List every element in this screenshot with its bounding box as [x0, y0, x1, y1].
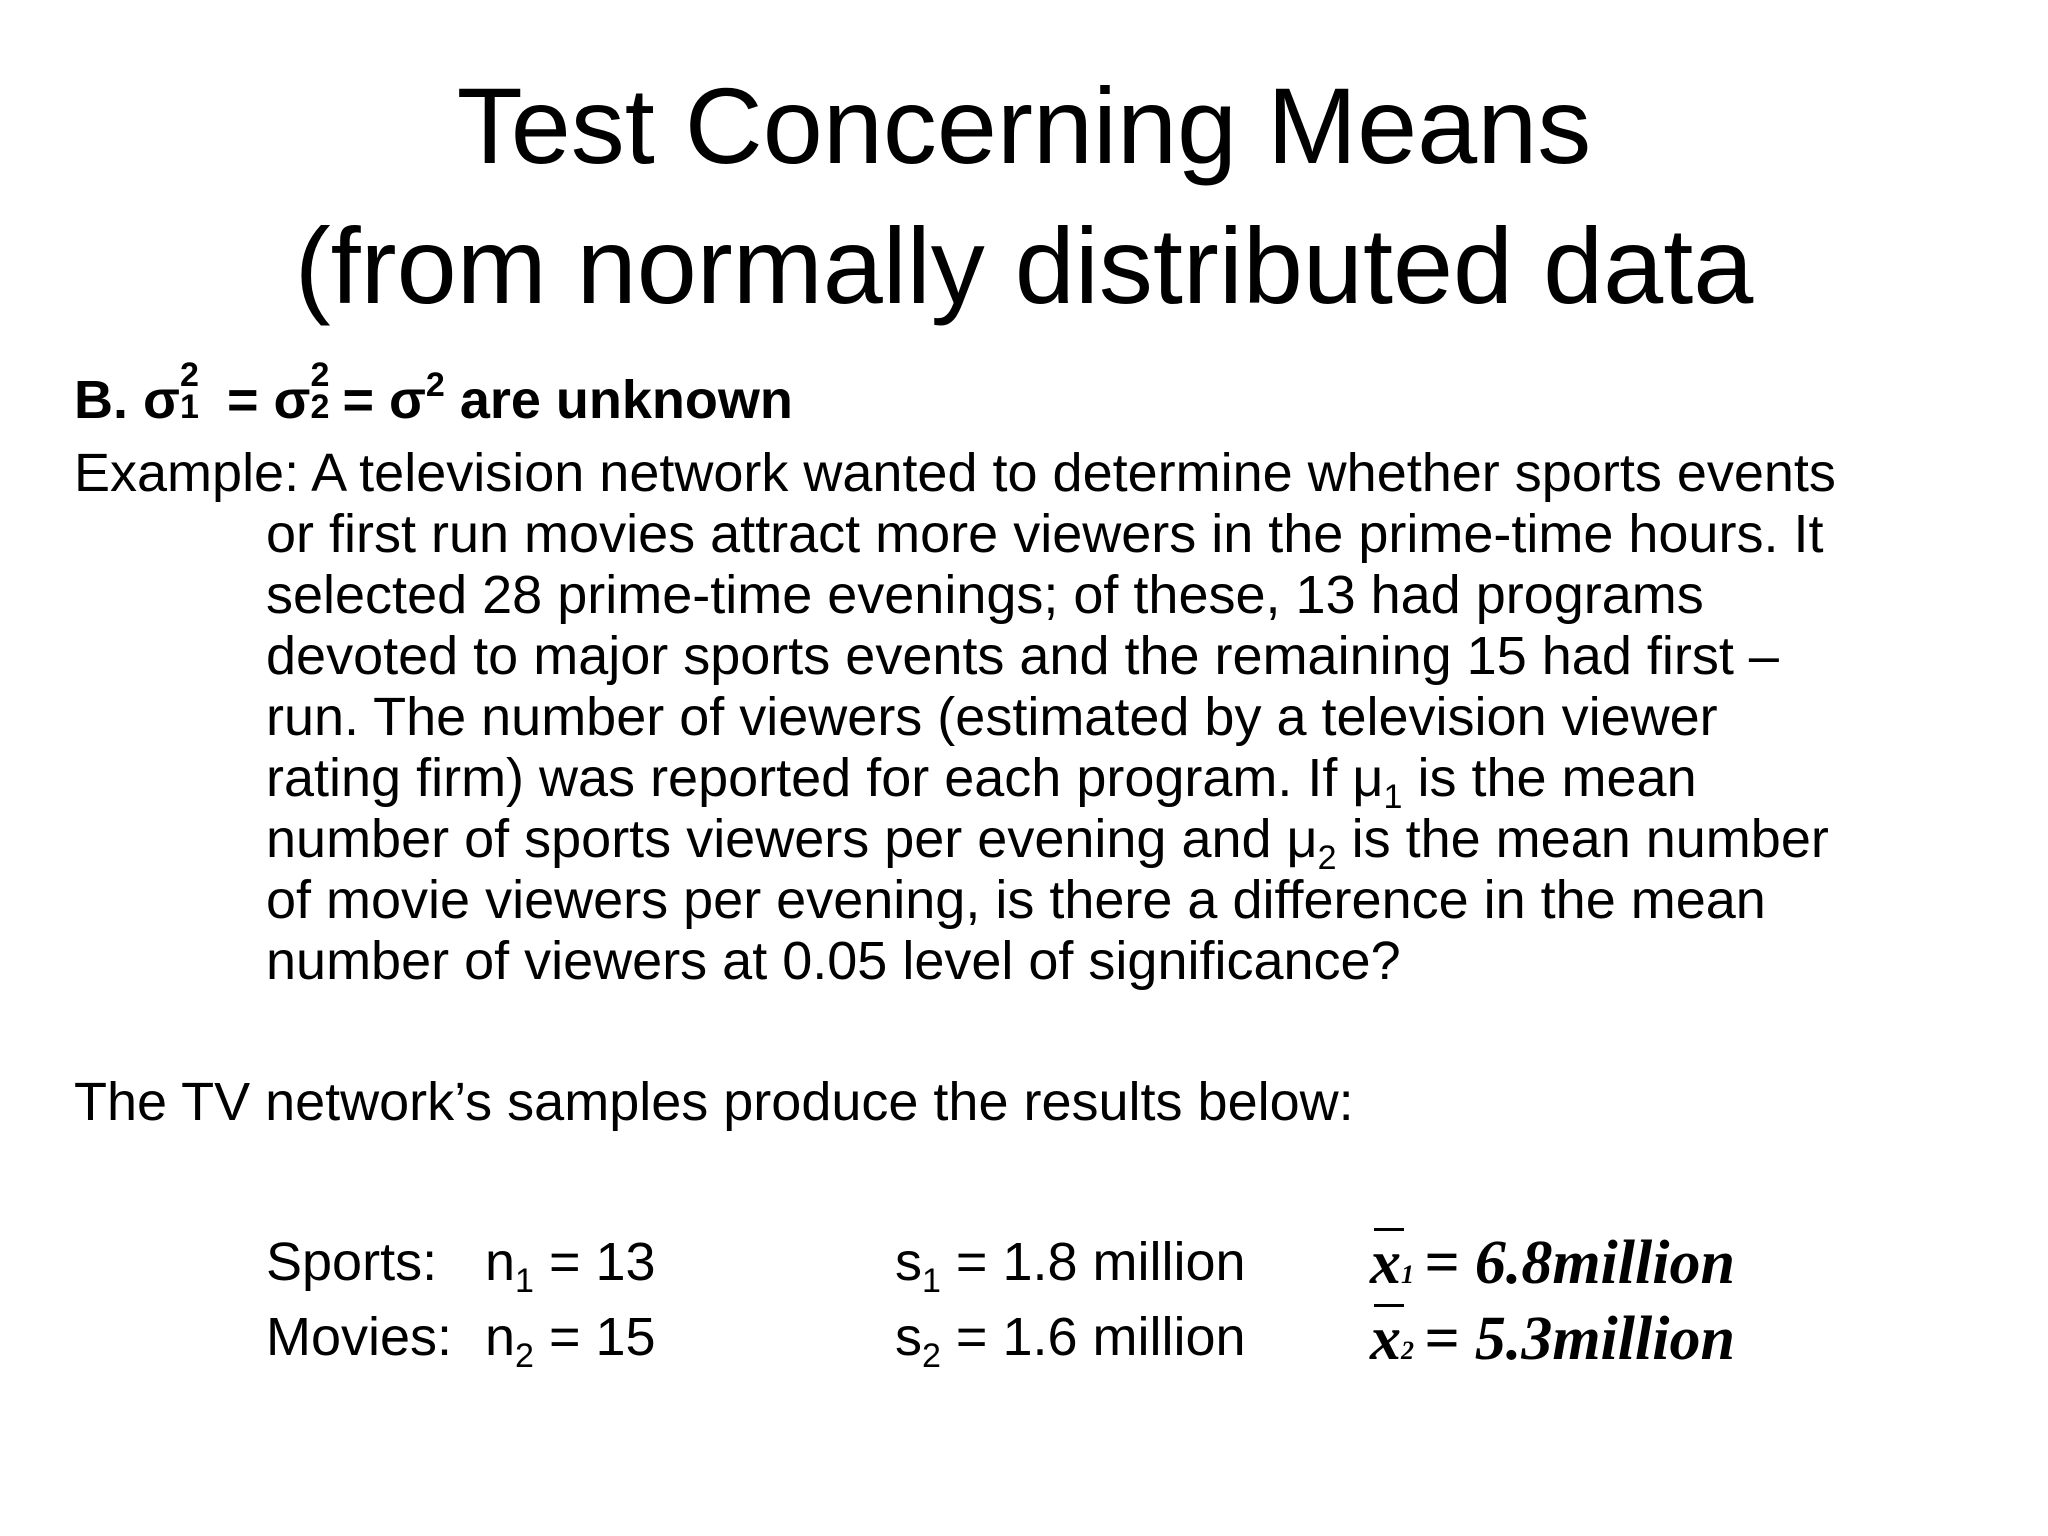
sigma1-superscript: 2 — [179, 356, 199, 394]
heading-equals-1: = σ — [211, 370, 311, 430]
sigma-superscript: 2 — [425, 366, 445, 404]
n1-subscript: 1 — [515, 1262, 534, 1300]
s2-value: = 1.6 million — [940, 1307, 1246, 1367]
xbar2-symbol: x — [1370, 1304, 1404, 1373]
example-line-7: number of sports viewers per evening and… — [266, 809, 1829, 875]
example-line-9: number of viewers at 0.05 level of signi… — [266, 931, 1401, 991]
sigma2-superscript: 2 — [310, 356, 330, 394]
mu2-subscript: 2 — [1317, 839, 1337, 877]
movies-label: Movies: — [266, 1307, 453, 1367]
s2-symbol: s — [895, 1307, 922, 1367]
mu1-subscript: 1 — [1383, 778, 1403, 816]
results-intro: The TV network’s samples produce the res… — [74, 1072, 1354, 1132]
example-line-4: devoted to major sports events and the r… — [266, 626, 1779, 686]
example-line-2: or first run movies attract more viewers… — [266, 504, 1824, 564]
s2-subscript: 2 — [922, 1337, 941, 1375]
movies-sample-size: n2 = 15 — [485, 1307, 656, 1373]
example-line-6-text-b: is the mean — [1402, 748, 1697, 808]
n2-subscript: 2 — [515, 1337, 534, 1375]
example-line-3: selected 28 prime-time evenings; of thes… — [266, 565, 1704, 625]
xbar2-value: = 5.3million — [1424, 1305, 1735, 1373]
sports-sample-size: n1 = 13 — [485, 1232, 656, 1298]
s1-value: = 1.8 million — [940, 1232, 1246, 1292]
sigma2-subscript: 2 — [310, 388, 330, 426]
example-line-8: of movie viewers per evening, is there a… — [266, 870, 1766, 930]
n1-symbol: n — [485, 1232, 516, 1292]
xbar1-subscript: 1 — [1401, 1260, 1414, 1289]
xbar1-symbol: x — [1370, 1228, 1404, 1297]
sports-std-dev: s1 = 1.8 million — [895, 1232, 1246, 1298]
n2-value: = 15 — [533, 1307, 656, 1367]
xbar1-value: = 6.8million — [1424, 1229, 1735, 1297]
example-line-7-text-a: number of sports viewers per evening and… — [266, 809, 1318, 869]
example-first-line: Example: A television network wanted to … — [74, 443, 1836, 503]
slide-title-line-2: (from normally distributed data — [294, 205, 1754, 326]
slide-title-line-1: Test Concerning Means — [456, 65, 1592, 186]
example-line-5: run. The number of viewers (estimated by… — [266, 687, 1718, 747]
s1-subscript: 1 — [922, 1262, 941, 1300]
example-line-6-text-a: rating firm) was reported for each progr… — [266, 748, 1384, 808]
example-line-6: rating firm) was reported for each progr… — [266, 748, 1697, 814]
movies-mean-formula: x2 = 5.3million — [1370, 1304, 1735, 1373]
sports-mean-formula: x1 = 6.8million — [1370, 1228, 1735, 1297]
heading-equals-2: = σ — [342, 370, 426, 430]
xbar2-subscript: 2 — [1401, 1336, 1414, 1365]
sigma1-subscript: 1 — [179, 388, 199, 426]
s1-symbol: s — [895, 1232, 922, 1292]
n1-value: = 13 — [533, 1232, 656, 1292]
n2-symbol: n — [485, 1307, 516, 1367]
movies-std-dev: s2 = 1.6 million — [895, 1307, 1246, 1373]
heading-prefix: B. σ — [74, 370, 180, 430]
sports-label: Sports: — [266, 1232, 438, 1292]
heading-suffix: are unknown — [444, 370, 793, 430]
example-line-7-text-b: is the mean number — [1336, 809, 1829, 869]
